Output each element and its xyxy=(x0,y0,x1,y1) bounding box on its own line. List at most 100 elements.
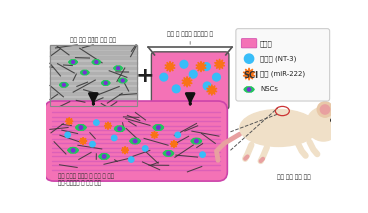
Circle shape xyxy=(102,155,106,158)
Circle shape xyxy=(94,120,99,125)
Polygon shape xyxy=(118,80,120,81)
Polygon shape xyxy=(87,72,89,73)
Polygon shape xyxy=(70,148,72,149)
Circle shape xyxy=(65,132,70,138)
Text: 치료 용 콜라겐 하이드로 겔: 치료 용 콜라겐 하이드로 겔 xyxy=(167,32,213,37)
Ellipse shape xyxy=(240,109,317,147)
Polygon shape xyxy=(123,78,125,79)
Polygon shape xyxy=(123,82,125,83)
Ellipse shape xyxy=(115,126,125,131)
Polygon shape xyxy=(153,127,155,128)
Polygon shape xyxy=(99,156,101,157)
Ellipse shape xyxy=(68,148,78,153)
Polygon shape xyxy=(170,140,178,148)
Polygon shape xyxy=(250,87,252,88)
Polygon shape xyxy=(165,61,175,72)
Polygon shape xyxy=(120,68,123,69)
Polygon shape xyxy=(82,129,84,130)
Polygon shape xyxy=(61,86,63,87)
Polygon shape xyxy=(121,147,129,154)
Polygon shape xyxy=(118,69,120,70)
Polygon shape xyxy=(182,76,192,87)
Text: 핵산 (miR-222): 핵산 (miR-222) xyxy=(260,71,305,77)
Ellipse shape xyxy=(99,154,109,159)
Bar xyxy=(50,77,137,79)
Circle shape xyxy=(121,79,124,82)
FancyBboxPatch shape xyxy=(236,29,330,101)
Polygon shape xyxy=(159,125,161,126)
Circle shape xyxy=(247,88,251,91)
Polygon shape xyxy=(159,129,161,130)
Text: +: + xyxy=(136,66,155,86)
Bar xyxy=(50,45,137,106)
Polygon shape xyxy=(194,142,196,144)
Polygon shape xyxy=(250,91,252,92)
Polygon shape xyxy=(103,81,105,82)
Circle shape xyxy=(317,102,333,117)
Polygon shape xyxy=(114,128,117,129)
Polygon shape xyxy=(85,70,87,72)
FancyBboxPatch shape xyxy=(151,52,229,109)
Polygon shape xyxy=(74,63,75,64)
Circle shape xyxy=(172,85,180,93)
Bar xyxy=(50,62,137,64)
Polygon shape xyxy=(130,141,132,142)
Polygon shape xyxy=(197,142,199,144)
Bar xyxy=(50,67,137,69)
Bar xyxy=(50,92,137,95)
Polygon shape xyxy=(151,131,158,139)
Polygon shape xyxy=(116,69,117,70)
Circle shape xyxy=(83,71,86,74)
Polygon shape xyxy=(114,68,116,69)
Polygon shape xyxy=(156,129,158,130)
Polygon shape xyxy=(106,84,108,85)
Ellipse shape xyxy=(163,151,173,156)
Circle shape xyxy=(160,73,168,81)
Polygon shape xyxy=(196,61,206,72)
Polygon shape xyxy=(116,66,117,67)
Polygon shape xyxy=(166,151,168,152)
Circle shape xyxy=(307,107,340,141)
FancyBboxPatch shape xyxy=(45,101,227,181)
Polygon shape xyxy=(70,152,72,153)
Polygon shape xyxy=(78,129,80,130)
Polygon shape xyxy=(82,70,84,72)
Polygon shape xyxy=(244,89,246,90)
Polygon shape xyxy=(120,82,122,83)
Polygon shape xyxy=(85,73,87,75)
Ellipse shape xyxy=(244,87,254,92)
Bar xyxy=(50,46,137,49)
Circle shape xyxy=(128,157,134,162)
Text: SCI: SCI xyxy=(244,71,259,80)
Polygon shape xyxy=(197,138,199,140)
Polygon shape xyxy=(101,154,103,155)
Ellipse shape xyxy=(130,138,140,144)
Polygon shape xyxy=(64,83,66,84)
Circle shape xyxy=(72,61,75,63)
Polygon shape xyxy=(117,126,119,128)
Polygon shape xyxy=(74,148,76,149)
Circle shape xyxy=(202,63,210,71)
Polygon shape xyxy=(117,130,119,131)
Circle shape xyxy=(117,67,120,70)
Polygon shape xyxy=(82,73,84,75)
Circle shape xyxy=(175,132,180,138)
Polygon shape xyxy=(64,86,66,87)
Polygon shape xyxy=(79,137,87,145)
Circle shape xyxy=(213,73,220,81)
Polygon shape xyxy=(97,63,99,64)
Ellipse shape xyxy=(76,125,86,130)
Polygon shape xyxy=(80,72,82,73)
Polygon shape xyxy=(125,80,127,81)
Polygon shape xyxy=(71,63,72,64)
Ellipse shape xyxy=(338,125,342,128)
Circle shape xyxy=(157,126,160,129)
Polygon shape xyxy=(68,150,70,151)
Bar xyxy=(50,87,137,90)
Polygon shape xyxy=(247,91,248,92)
FancyBboxPatch shape xyxy=(241,39,257,48)
Circle shape xyxy=(204,82,211,90)
Polygon shape xyxy=(106,81,108,82)
Ellipse shape xyxy=(60,83,68,87)
Polygon shape xyxy=(94,63,96,64)
